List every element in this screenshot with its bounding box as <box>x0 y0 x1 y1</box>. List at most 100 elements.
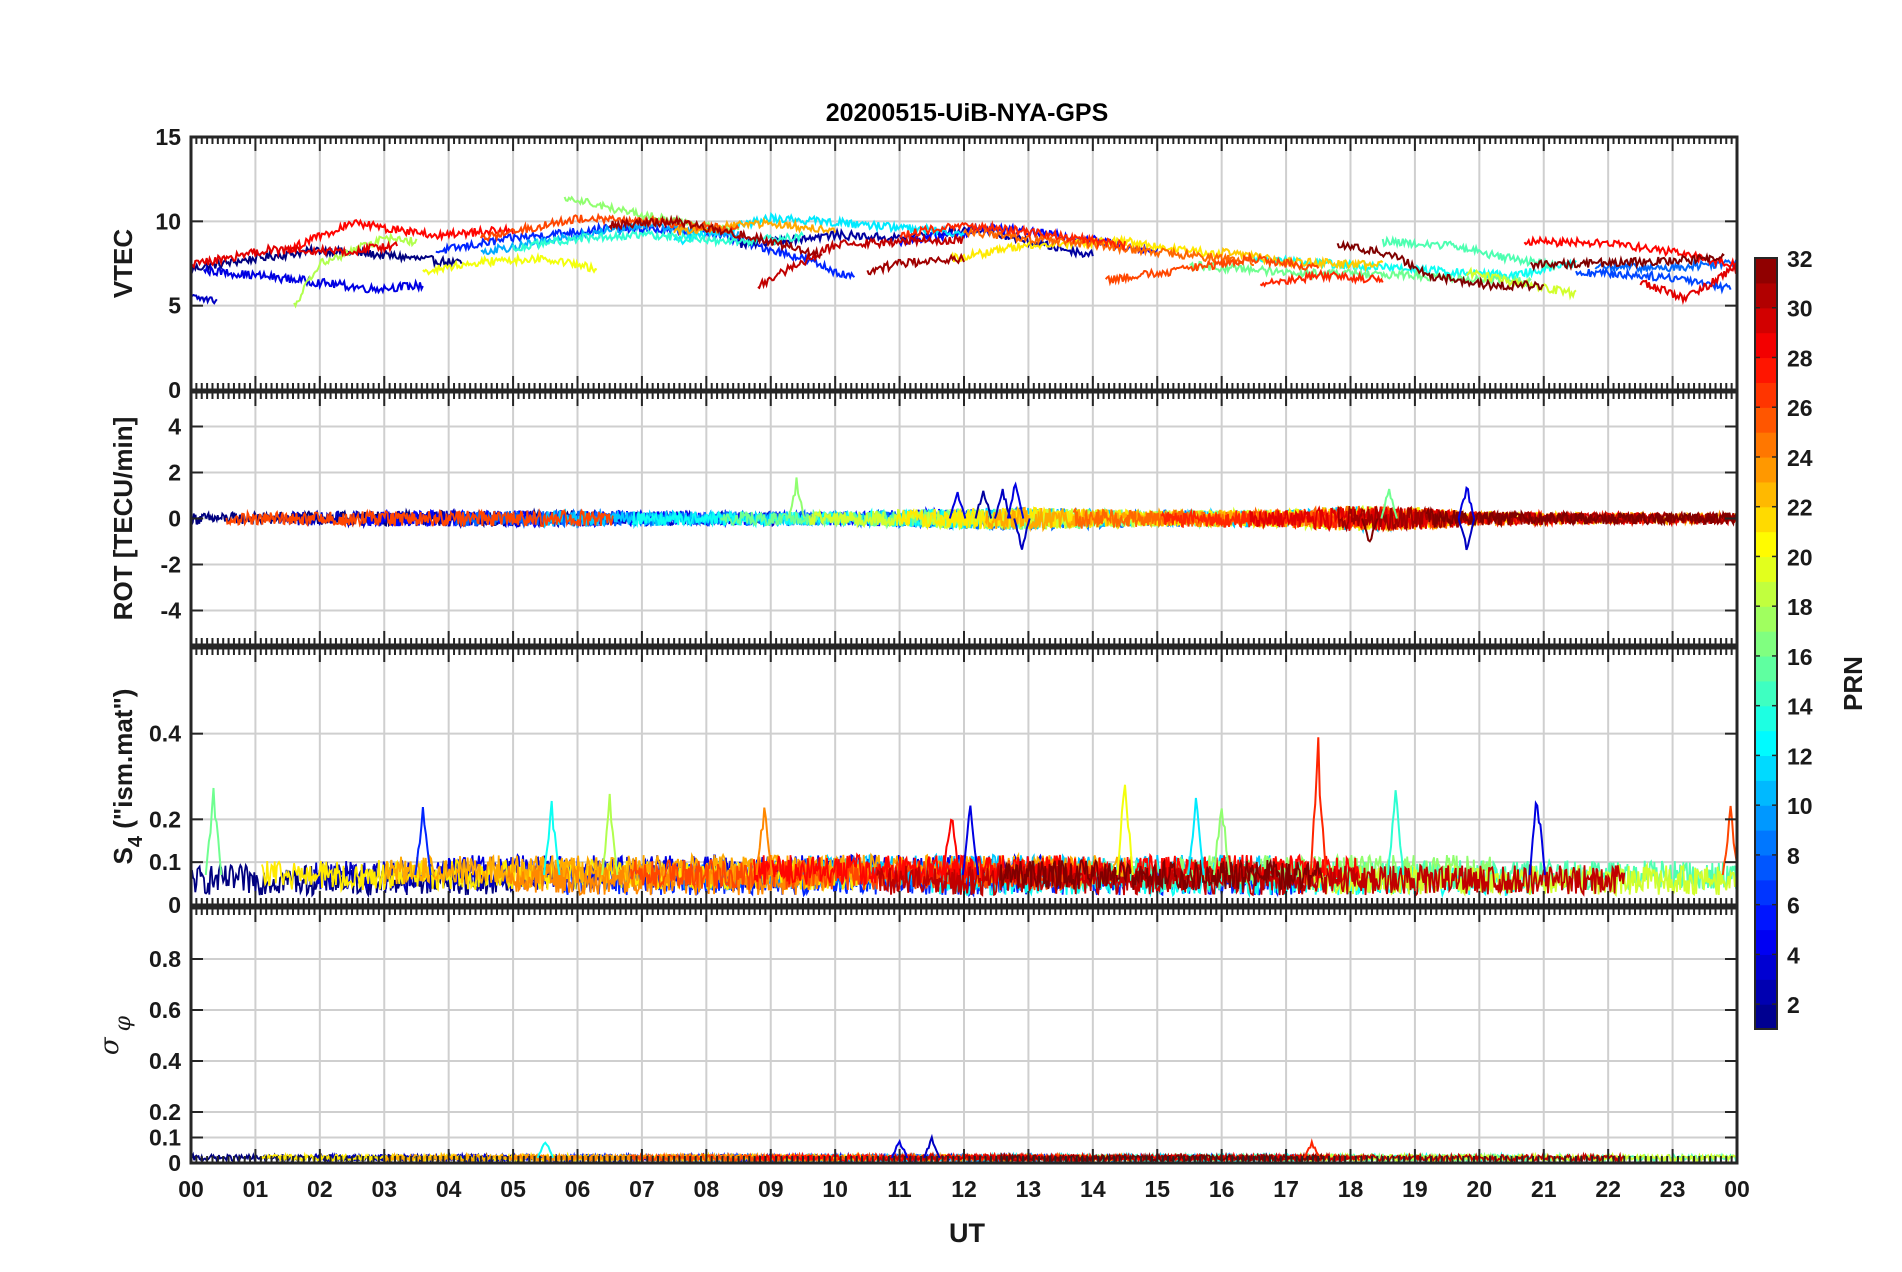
colorbar-tick-label: 12 <box>1787 743 1813 769</box>
series-prn-15 <box>1381 235 1558 271</box>
y-axis-label-rot: ROT [TECU/min] <box>108 417 138 621</box>
y-tick-label: 0 <box>168 377 181 403</box>
colorbar-swatch <box>1755 606 1777 632</box>
x-tick-label: 08 <box>694 1176 720 1202</box>
panel-sigma_phi: 00.10.2 0.4 0.6 0.8 σφ <box>95 906 1739 1176</box>
x-tick-label: 03 <box>371 1176 397 1202</box>
series-prn-32 <box>999 1151 1324 1163</box>
colorbar-swatch <box>1755 655 1777 682</box>
y-axis-label-sigma_phi: σφ <box>95 1015 136 1055</box>
series-prn-22 <box>1220 247 1384 273</box>
series-prn-25 <box>963 226 1254 266</box>
colorbar-swatch <box>1755 854 1777 881</box>
colorbar-swatch <box>1755 432 1777 458</box>
y-tick-label: 0 <box>168 506 181 532</box>
colorbar-swatch <box>1755 904 1777 931</box>
colorbar-swatch <box>1755 481 1777 508</box>
colorbar-tick-label: 22 <box>1787 495 1813 521</box>
y-tick-label: 0.4 <box>149 1048 181 1074</box>
colorbar-swatch <box>1755 332 1777 359</box>
chart-title: 20200515-UiB-NYA-GPS <box>826 99 1109 127</box>
panel-vtec: 0 5 10 15 VTEC <box>108 124 1739 403</box>
colorbar-tick-label: 26 <box>1787 395 1813 421</box>
colorbar-tick-label: 8 <box>1787 843 1800 869</box>
colorbar-swatch <box>1755 556 1777 582</box>
colorbar-tick-label: 14 <box>1787 694 1813 720</box>
series-prn-27 <box>1259 268 1384 288</box>
series-prn-23 <box>673 216 837 236</box>
x-tick-label: 16 <box>1209 1176 1235 1202</box>
y-tick-label: 0.2 <box>149 806 181 832</box>
colorbar-swatch <box>1755 879 1777 906</box>
spike-prn-14 <box>1386 790 1405 876</box>
colorbar-swatch <box>1755 631 1777 657</box>
panel-ticks <box>190 392 1738 645</box>
y-tick-label: 2 <box>168 460 181 486</box>
panel-s4: 0 0.1 0.2 0.4S4 ("ism.mat") <box>108 646 1739 918</box>
x-tick-label: 20 <box>1467 1176 1493 1202</box>
series-prn-32 <box>1425 506 1737 529</box>
spike-prn-2 <box>974 490 993 519</box>
spike-prn-28 <box>942 818 960 876</box>
x-tick-label: 10 <box>822 1176 848 1202</box>
series-prn-1 <box>191 862 514 898</box>
spike-prn-32 <box>1361 518 1379 543</box>
x-tick-label: 05 <box>500 1176 526 1202</box>
panel-grid <box>190 908 1738 1164</box>
x-tick-label: 17 <box>1273 1176 1299 1202</box>
spike-prn-18 <box>601 793 619 876</box>
spike-prn-20 <box>1116 784 1134 876</box>
colorbar-swatch <box>1755 805 1777 831</box>
spike-prn-27 <box>1309 737 1327 876</box>
x-tick-label: 11 <box>887 1176 912 1202</box>
y-axis-label-s4: S4 ("ism.mat") <box>108 689 147 865</box>
series-prn-18 <box>293 231 418 309</box>
colorbar-tick-label: 30 <box>1787 296 1813 322</box>
y-tick-label: 4 <box>168 414 181 440</box>
y-tick-label: -4 <box>161 598 182 624</box>
spike-prn-3 <box>993 488 1012 519</box>
spike-prn-16 <box>204 787 223 876</box>
spike-prn-13 <box>543 800 561 876</box>
series-prn-4 <box>203 264 424 295</box>
series-prn-27 <box>899 220 1126 253</box>
series-prn-32 <box>1530 252 1725 272</box>
x-tick-label: 13 <box>1016 1176 1042 1202</box>
series-prn-28 <box>286 218 515 254</box>
spike-prn-4 <box>1006 481 1025 519</box>
x-tick-label: 21 <box>1531 1176 1557 1202</box>
panel-ticks <box>190 908 1738 1164</box>
colorbar-tick-label: 16 <box>1787 644 1813 670</box>
colorbar-swatch <box>1755 531 1777 558</box>
colorbar-swatch <box>1755 407 1777 433</box>
series-prn-31 <box>866 252 965 276</box>
y-tick-label: 0.2 <box>149 1099 181 1125</box>
series-prn-28 <box>1523 235 1737 269</box>
panel-rot: -4 -2 0 2 4 ROT [TECU/min] <box>108 390 1739 647</box>
spike-prn-12 <box>1187 797 1205 876</box>
colorbar-swatch <box>1755 705 1777 732</box>
x-tick-label: 22 <box>1595 1176 1621 1202</box>
colorbar-tick-label: 10 <box>1787 793 1813 819</box>
series-prn-31 <box>1337 505 1737 533</box>
colorbar-swatch <box>1755 581 1777 607</box>
y-tick-label: 0.8 <box>149 946 181 972</box>
series-prn-26 <box>1104 251 1320 287</box>
panel-data <box>191 477 1737 551</box>
y-tick-label: 0 <box>168 892 181 918</box>
panel-data <box>191 195 1737 309</box>
colorbar-swatch <box>1755 730 1777 757</box>
colorbar-swatch <box>1755 979 1777 1005</box>
spike-prn-27 <box>1303 1138 1321 1159</box>
x-tick-label: 07 <box>629 1176 655 1202</box>
x-tick-label: 23 <box>1660 1176 1686 1202</box>
x-tick-label: 02 <box>307 1176 333 1202</box>
colorbar-frame <box>1754 257 1778 1030</box>
x-tick-label: 15 <box>1144 1176 1170 1202</box>
colorbar-swatch <box>1755 282 1777 309</box>
x-tick-label: 09 <box>758 1176 784 1202</box>
colorbar-swatch <box>1755 780 1777 806</box>
